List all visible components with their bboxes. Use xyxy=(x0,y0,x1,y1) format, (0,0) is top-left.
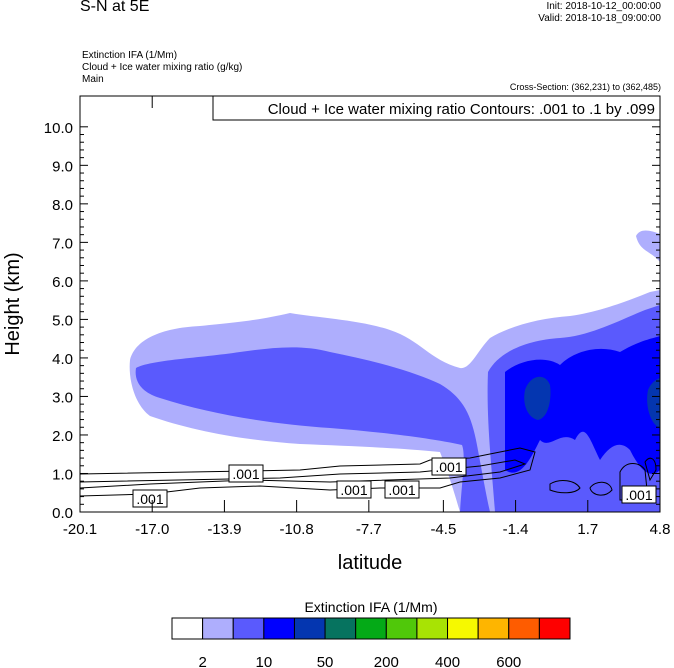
y-tick-label: 1.0 xyxy=(52,466,73,483)
fill-level-10 xyxy=(135,347,490,512)
valid-time: Valid: 2018-10-18_09:00:00 xyxy=(538,13,661,24)
colorbar-title: Extinction IFA (1/Mm) xyxy=(304,599,437,615)
colorbar-swatch xyxy=(324,617,357,640)
colorbar-swatch xyxy=(171,617,204,640)
contour-label: .001 xyxy=(232,466,259,482)
x-tick-label: -13.9 xyxy=(207,521,241,538)
init-time: Init: 2018-10-12_00:00:00 xyxy=(546,1,661,12)
contour-info-box xyxy=(212,95,661,121)
colorbar-swatch xyxy=(385,617,418,640)
field-label-mixing-ratio: Cloud + Ice water mixing ratio (g/kg) xyxy=(82,62,243,73)
x-tick-label: -20.1 xyxy=(63,521,97,538)
y-tick-label: 4.0 xyxy=(52,351,73,368)
contour-label-box xyxy=(336,480,372,499)
contour-line xyxy=(79,447,536,497)
x-tick-label: 1.7 xyxy=(577,521,598,538)
x-axis-label: latitude xyxy=(338,552,403,574)
contour-line xyxy=(549,480,581,494)
colorbar-swatch xyxy=(447,617,479,640)
fill-level-200 xyxy=(524,376,551,420)
fill-level-200-right xyxy=(647,378,660,428)
y-tick-label: 0.0 xyxy=(52,505,73,522)
contour-label-box xyxy=(431,457,467,476)
colorbar-label: 2 xyxy=(198,654,206,668)
cross-section-label: Cross-Section: (362,231) to (362,485) xyxy=(509,82,661,92)
colorbar-swatch xyxy=(293,617,326,640)
colorbar-label: 200 xyxy=(374,654,399,668)
contour-label-box xyxy=(621,485,657,504)
x-tick-label: -7.7 xyxy=(356,521,382,538)
fill-level-2-patch xyxy=(636,230,660,262)
contour-line xyxy=(589,481,613,496)
y-tick-label: 9.0 xyxy=(52,158,73,175)
x-tick-label: -1.4 xyxy=(503,521,529,538)
y-tick-label: 6.0 xyxy=(52,274,73,291)
x-tick-label: 4.8 xyxy=(650,521,671,538)
chart-title: Cloud + Ice water mixing ratio Contours:… xyxy=(268,101,655,118)
colorbar-swatch xyxy=(538,617,571,640)
x-tick-label: -17.0 xyxy=(135,521,169,538)
x-tick-label: -4.5 xyxy=(430,521,456,538)
colorbar-label: 50 xyxy=(317,654,334,668)
y-axis-ticks: 0.0 1.0 2.0 3.0 4.0 5.0 6.0 7.0 8.0 9.0 10.0 xyxy=(44,120,660,522)
contour-label: .001 xyxy=(625,487,652,503)
contour-label-box xyxy=(228,464,264,483)
y-axis-label: Height (km) xyxy=(2,252,24,355)
contour-label: .001 xyxy=(435,459,462,475)
contour-label: .001 xyxy=(388,482,415,498)
colorbar-swatch xyxy=(508,617,540,640)
colorbar-swatch xyxy=(232,617,265,640)
contour-label: .001 xyxy=(340,482,367,498)
field-label-main: Main xyxy=(82,74,104,85)
colorbar-label: 10 xyxy=(256,654,273,668)
contour-labels: .001 .001 .001 .001 .001 .001 xyxy=(132,457,657,508)
contour-label-box xyxy=(384,480,420,499)
colorbar-label: 600 xyxy=(496,654,521,668)
contour-line xyxy=(644,457,657,482)
colorbar: 2 10 50 200 400 600 xyxy=(171,617,571,668)
y-tick-label: 3.0 xyxy=(52,389,73,406)
contour-label: .001 xyxy=(136,491,163,507)
plot-main-title: S-N at 5E xyxy=(80,0,150,15)
colorbar-swatch xyxy=(202,617,234,640)
y-tick-label: 10.0 xyxy=(44,120,73,137)
y-tick-label: 2.0 xyxy=(52,428,73,445)
colorbar-swatch xyxy=(416,617,449,640)
y-tick-label: 5.0 xyxy=(52,312,73,329)
fill-level-50 xyxy=(505,336,660,474)
x-tick-label: -10.8 xyxy=(280,521,314,538)
colorbar-label: 400 xyxy=(435,654,460,668)
field-label-extinction: Extinction IFA (1/Mm) xyxy=(82,50,178,61)
x-axis-ticks: -20.1 -17.0 -13.9 -10.8 -7.7 -4.5 -1.4 1.7 4.8 xyxy=(63,96,671,538)
colorbar-swatch xyxy=(355,617,387,640)
extinction-fill-regions xyxy=(129,230,660,512)
contour-label-box xyxy=(132,489,168,508)
colorbar-swatch xyxy=(477,617,510,640)
y-tick-label: 8.0 xyxy=(52,197,73,214)
y-tick-label: 7.0 xyxy=(52,235,73,252)
colorbar-swatch xyxy=(263,617,295,640)
